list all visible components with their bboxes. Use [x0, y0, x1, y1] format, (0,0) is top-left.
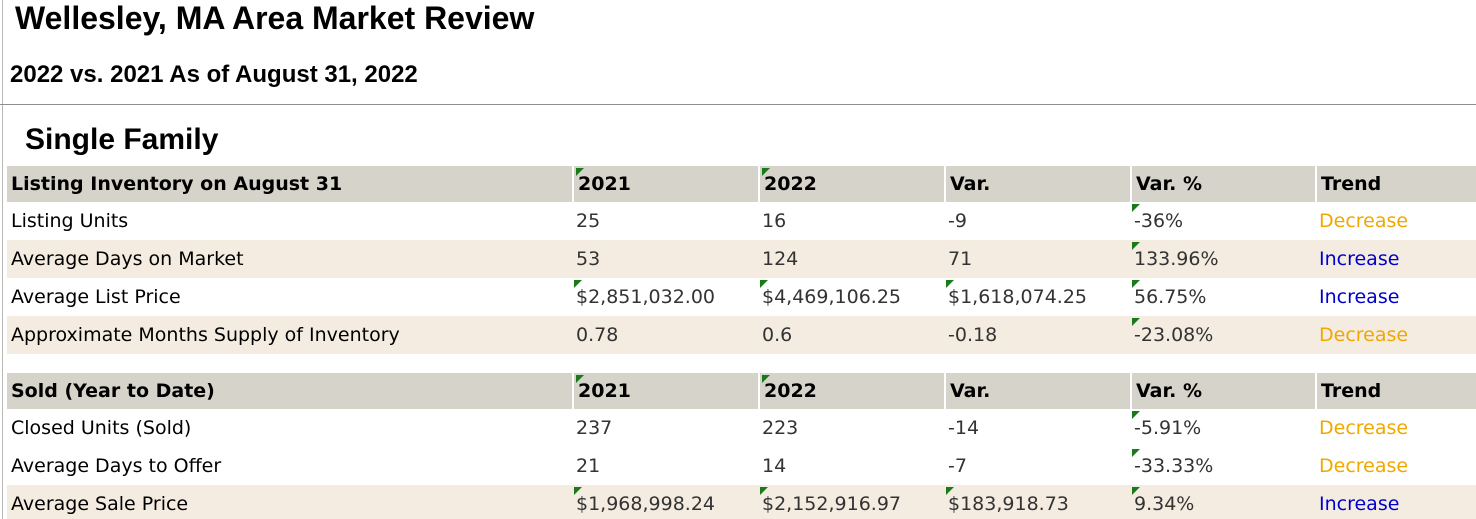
table-row: Listing Units 25 16 -9 -36% Decrease: [7, 202, 1476, 240]
value-var: -9: [948, 210, 967, 232]
value-2021: 53: [576, 248, 601, 270]
listing-header-2022: 2022: [758, 166, 944, 202]
page-subtitle: 2022 vs. 2021 As of August 31, 2022: [10, 61, 418, 88]
value-var: 71: [948, 248, 973, 270]
trend-value: Decrease: [1319, 324, 1409, 346]
value-2022: 16: [762, 210, 787, 232]
metric-label: Average Days on Market: [11, 248, 244, 270]
trend-value: Decrease: [1319, 210, 1409, 232]
value-var: $183,918.73: [944, 485, 1130, 519]
value-var-percent: -23.08%: [1130, 316, 1315, 354]
value-2022: $2,152,916.97: [758, 485, 944, 519]
trend-value: Decrease: [1319, 417, 1409, 439]
listing-header-2021: 2021: [572, 166, 758, 202]
listing-header-label: Listing Inventory on August 31: [11, 173, 343, 195]
table-row: Average Days to Offer 21 14 -7 -33.33% D…: [7, 447, 1476, 485]
value-2021: 25: [576, 210, 601, 232]
value-var: $1,618,074.25: [944, 278, 1130, 316]
sold-header-trend: Trend: [1315, 373, 1476, 409]
left-border-line: [2, 0, 3, 519]
sold-header-var: Var.: [944, 373, 1130, 409]
sold-header-row: Sold (Year to Date) 2021 2022 Var. Var. …: [7, 373, 1476, 409]
listing-header-var: Var.: [944, 166, 1130, 202]
listing-header-trend: Trend: [1315, 166, 1476, 202]
value-2021: 237: [576, 417, 613, 439]
value-var-percent: 133.96%: [1130, 240, 1315, 278]
trend-value: Increase: [1319, 493, 1400, 515]
trend-value: Increase: [1319, 248, 1400, 270]
listing-header-row: Listing Inventory on August 31 2021 2022…: [7, 166, 1476, 202]
table-row: Approximate Months Supply of Inventory 0…: [7, 316, 1476, 354]
value-2022: 223: [762, 417, 799, 439]
sold-header-var-percent: Var. %: [1130, 373, 1315, 409]
value-var: -0.18: [948, 324, 998, 346]
table-row: Average Sale Price $1,968,998.24 $2,152,…: [7, 485, 1476, 519]
sold-header-label: Sold (Year to Date): [11, 380, 215, 402]
sold-header-2021: 2021: [572, 373, 758, 409]
market-review-table: Listing Inventory on August 31 2021 2022…: [7, 166, 1476, 519]
trend-value: Increase: [1319, 286, 1400, 308]
table-row: Average List Price $2,851,032.00 $4,469,…: [7, 278, 1476, 316]
trend-value: Decrease: [1319, 455, 1409, 477]
section-title: Single Family: [25, 123, 219, 156]
value-var-percent: -33.33%: [1130, 447, 1315, 485]
value-2021: $1,968,998.24: [572, 485, 758, 519]
metric-label: Average Sale Price: [11, 493, 189, 515]
value-2022: 124: [762, 248, 799, 270]
value-var-percent: -5.91%: [1130, 409, 1315, 447]
value-var-percent: 56.75%: [1130, 278, 1315, 316]
table-row: Closed Units (Sold) 237 223 -14 -5.91% D…: [7, 409, 1476, 447]
metric-label: Average List Price: [11, 286, 181, 308]
page-title: Wellesley, MA Area Market Review: [15, 0, 535, 36]
table-row: Average Days on Market 53 124 71 133.96%…: [7, 240, 1476, 278]
value-var: -14: [948, 417, 980, 439]
sold-header-2022: 2022: [758, 373, 944, 409]
listing-header-var-percent: Var. %: [1130, 166, 1315, 202]
metric-label: Listing Units: [11, 210, 129, 232]
value-2021: $2,851,032.00: [572, 278, 758, 316]
value-2022: $4,469,106.25: [758, 278, 944, 316]
metric-label: Closed Units (Sold): [11, 417, 192, 439]
value-var-percent: -36%: [1130, 202, 1315, 240]
metric-label: Approximate Months Supply of Inventory: [11, 324, 400, 346]
value-var: -7: [948, 455, 967, 477]
value-2021: 21: [576, 455, 601, 477]
header-divider: [0, 104, 1476, 105]
value-2022: 0.6: [762, 324, 793, 346]
metric-label: Average Days to Offer: [11, 455, 222, 477]
section-spacer: [7, 354, 1476, 373]
value-2021: 0.78: [576, 324, 619, 346]
value-var-percent: 9.34%: [1130, 485, 1315, 519]
value-2022: 14: [762, 455, 787, 477]
